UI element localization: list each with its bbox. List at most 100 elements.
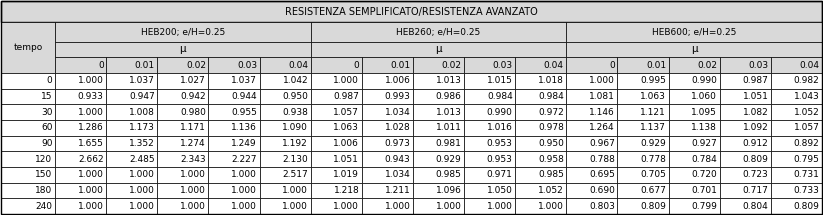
Text: 0.701: 0.701 xyxy=(691,186,717,195)
Bar xyxy=(208,183,259,198)
Bar xyxy=(310,89,362,104)
Text: 0.950: 0.950 xyxy=(538,139,564,148)
Text: 1.000: 1.000 xyxy=(538,202,564,211)
Text: 1.000: 1.000 xyxy=(333,76,360,85)
Text: 0.967: 0.967 xyxy=(589,139,615,148)
Bar xyxy=(1,167,55,183)
Bar xyxy=(413,73,464,89)
Text: 1.051: 1.051 xyxy=(742,92,769,101)
Text: 0.02: 0.02 xyxy=(442,60,462,69)
Text: 1.063: 1.063 xyxy=(640,92,666,101)
Text: 0.778: 0.778 xyxy=(640,155,666,164)
Text: 0.985: 0.985 xyxy=(435,170,462,179)
Text: 1.000: 1.000 xyxy=(333,202,360,211)
Text: 0.04: 0.04 xyxy=(288,60,308,69)
Text: 1.138: 1.138 xyxy=(691,123,717,132)
Bar xyxy=(259,89,310,104)
Text: 1.000: 1.000 xyxy=(589,76,615,85)
Text: μ: μ xyxy=(435,45,442,54)
Text: 0.981: 0.981 xyxy=(435,139,462,148)
Text: 0.927: 0.927 xyxy=(691,139,717,148)
Bar xyxy=(566,22,822,42)
Bar xyxy=(157,104,208,120)
Text: 0.973: 0.973 xyxy=(384,139,411,148)
Text: 1.121: 1.121 xyxy=(640,108,666,117)
Bar xyxy=(464,167,515,183)
Text: 0.733: 0.733 xyxy=(793,186,820,195)
Text: 1.274: 1.274 xyxy=(180,139,206,148)
Text: 0.04: 0.04 xyxy=(799,60,820,69)
Text: 0.03: 0.03 xyxy=(493,60,513,69)
Bar xyxy=(55,73,106,89)
Bar xyxy=(106,198,157,214)
Text: 120: 120 xyxy=(35,155,53,164)
Bar xyxy=(720,73,771,89)
Bar xyxy=(157,89,208,104)
Bar xyxy=(310,183,362,198)
Text: 1.050: 1.050 xyxy=(487,186,513,195)
Text: 1.000: 1.000 xyxy=(435,202,462,211)
Text: 2.227: 2.227 xyxy=(231,155,257,164)
Text: 1.000: 1.000 xyxy=(129,170,155,179)
Text: 1.000: 1.000 xyxy=(77,170,104,179)
Bar xyxy=(464,136,515,151)
Bar xyxy=(720,57,771,73)
Text: HEB260; e/H=0.25: HEB260; e/H=0.25 xyxy=(397,28,481,37)
Text: 2.343: 2.343 xyxy=(180,155,206,164)
Bar xyxy=(208,57,259,73)
Bar xyxy=(208,167,259,183)
Text: 0.984: 0.984 xyxy=(538,92,564,101)
Bar xyxy=(617,89,668,104)
Bar xyxy=(55,42,310,57)
Text: 180: 180 xyxy=(35,186,53,195)
Text: 0: 0 xyxy=(47,76,53,85)
Text: 0.01: 0.01 xyxy=(135,60,155,69)
Text: 90: 90 xyxy=(41,139,53,148)
Bar xyxy=(515,57,566,73)
Text: 1.090: 1.090 xyxy=(282,123,308,132)
Bar xyxy=(310,104,362,120)
Bar xyxy=(515,73,566,89)
Text: 0.01: 0.01 xyxy=(646,60,666,69)
Text: 0.972: 0.972 xyxy=(538,108,564,117)
Text: 1.000: 1.000 xyxy=(282,202,308,211)
Text: 0.953: 0.953 xyxy=(487,155,513,164)
Text: 0.892: 0.892 xyxy=(793,139,820,148)
Text: 0.677: 0.677 xyxy=(640,186,666,195)
Text: 1.352: 1.352 xyxy=(129,139,155,148)
Bar xyxy=(515,183,566,198)
Text: 30: 30 xyxy=(41,108,53,117)
Bar xyxy=(668,104,720,120)
Bar xyxy=(157,151,208,167)
Text: 0.993: 0.993 xyxy=(384,92,411,101)
Text: 1.000: 1.000 xyxy=(231,186,257,195)
Text: 1.211: 1.211 xyxy=(384,186,411,195)
Text: 0.804: 0.804 xyxy=(742,202,769,211)
Bar xyxy=(362,73,413,89)
Text: 0.987: 0.987 xyxy=(333,92,360,101)
Bar xyxy=(55,22,310,42)
Text: 0.690: 0.690 xyxy=(589,186,615,195)
Text: tempo: tempo xyxy=(13,43,43,52)
Text: 1.006: 1.006 xyxy=(384,76,411,85)
Text: 0.944: 0.944 xyxy=(231,92,257,101)
Bar xyxy=(668,151,720,167)
Bar xyxy=(208,104,259,120)
Bar xyxy=(464,151,515,167)
Text: 1.000: 1.000 xyxy=(77,202,104,211)
Bar xyxy=(55,104,106,120)
Text: 15: 15 xyxy=(41,92,53,101)
Bar xyxy=(668,183,720,198)
Bar xyxy=(413,198,464,214)
Text: 0.953: 0.953 xyxy=(487,139,513,148)
Text: 1.011: 1.011 xyxy=(435,123,462,132)
Bar xyxy=(106,73,157,89)
Text: 1.137: 1.137 xyxy=(640,123,666,132)
Bar xyxy=(1,73,55,89)
Bar xyxy=(515,167,566,183)
Text: 1.171: 1.171 xyxy=(180,123,206,132)
Bar xyxy=(55,136,106,151)
Text: 1.052: 1.052 xyxy=(793,108,820,117)
Bar xyxy=(106,104,157,120)
Text: 1.000: 1.000 xyxy=(129,186,155,195)
